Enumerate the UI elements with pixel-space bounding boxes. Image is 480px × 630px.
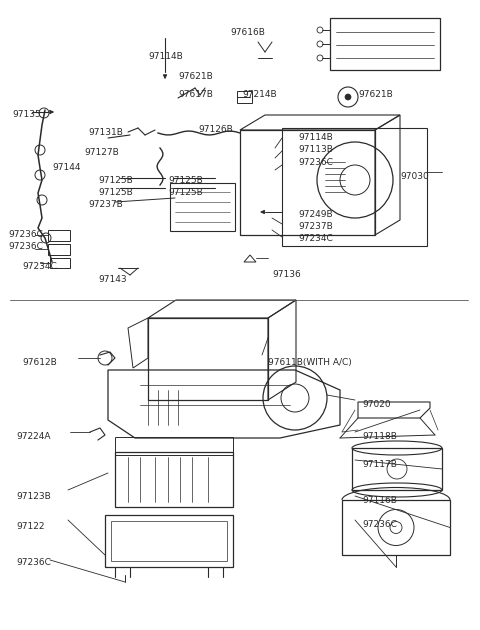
Bar <box>48 230 70 241</box>
Bar <box>170 183 235 231</box>
Text: 97616B: 97616B <box>230 28 265 37</box>
Bar <box>352 448 442 490</box>
Text: 97123B: 97123B <box>16 492 51 501</box>
Text: 97126B: 97126B <box>198 125 233 134</box>
Text: 97136: 97136 <box>272 270 301 279</box>
Text: 97114B: 97114B <box>148 52 183 61</box>
Text: 97113B: 97113B <box>298 145 333 154</box>
Bar <box>48 244 70 255</box>
Circle shape <box>345 94 351 100</box>
Text: 97020: 97020 <box>362 400 391 409</box>
Bar <box>50 258 70 268</box>
Text: 97621B: 97621B <box>178 72 213 81</box>
Bar <box>240 130 375 235</box>
Text: 97236C: 97236C <box>16 558 51 567</box>
Bar <box>105 515 233 567</box>
Bar <box>237 91 252 103</box>
Text: 97125B: 97125B <box>168 188 203 197</box>
Bar <box>330 18 440 70</box>
Text: 97127B: 97127B <box>84 148 119 157</box>
Text: 97125B: 97125B <box>98 176 133 185</box>
Bar <box>148 318 268 400</box>
Text: 97236C: 97236C <box>8 230 43 239</box>
Text: 97621B: 97621B <box>358 90 393 99</box>
Text: 97117B: 97117B <box>362 460 397 469</box>
Text: 97030: 97030 <box>400 172 429 181</box>
Text: 97617B: 97617B <box>178 90 213 99</box>
Text: 97118B: 97118B <box>362 432 397 441</box>
Text: 97237B: 97237B <box>298 222 333 231</box>
Text: 97125B: 97125B <box>168 176 203 185</box>
Bar <box>282 128 427 246</box>
Text: 97116B: 97116B <box>362 496 397 505</box>
Text: 97236C: 97236C <box>8 242 43 251</box>
Text: 97214B: 97214B <box>242 90 276 99</box>
Bar <box>115 452 233 507</box>
Text: 97122: 97122 <box>16 522 45 531</box>
Text: 97135: 97135 <box>12 110 41 119</box>
Text: 97234C: 97234C <box>298 234 333 243</box>
Text: 97612B: 97612B <box>22 358 57 367</box>
Text: 97249B: 97249B <box>298 210 333 219</box>
Text: 97236C: 97236C <box>362 520 397 529</box>
Text: 97114B: 97114B <box>298 133 333 142</box>
Text: 97234C: 97234C <box>22 262 57 271</box>
Text: 97125B: 97125B <box>98 188 133 197</box>
Text: 97611B(WITH A/C): 97611B(WITH A/C) <box>268 358 352 367</box>
Bar <box>342 500 450 555</box>
Bar <box>111 521 227 561</box>
Text: 97224A: 97224A <box>16 432 50 441</box>
Text: 97143: 97143 <box>98 275 127 284</box>
Text: 97144: 97144 <box>52 163 81 172</box>
Text: 97237B: 97237B <box>88 200 123 209</box>
Text: 97131B: 97131B <box>88 128 123 137</box>
Bar <box>115 437 233 455</box>
Text: 97236C: 97236C <box>298 158 333 167</box>
